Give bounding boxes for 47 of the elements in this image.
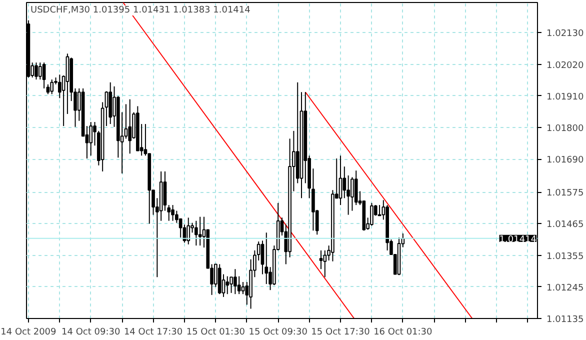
y-tick-label: 1.01245 <box>546 283 584 294</box>
candlestick <box>198 216 202 246</box>
y-tick-label: 1.01690 <box>546 156 584 166</box>
x-tick-label: 14 Oct 09:30 <box>62 328 120 338</box>
x-tick-label: 15 Oct 17:30 <box>311 328 370 338</box>
candlestick <box>186 217 190 245</box>
y-tick-label: 1.02020 <box>546 60 584 71</box>
y-tick-label: 1.02130 <box>546 29 584 40</box>
chart-title: USDCHF,M30 1.01395 1.01431 1.01383 1.01414 <box>30 6 251 16</box>
candlestick <box>104 90 108 127</box>
candlestick <box>230 276 233 294</box>
ref-line-label: 1.01414 <box>499 234 537 245</box>
candlestick <box>338 155 342 206</box>
candlestick <box>194 220 198 246</box>
candlestick <box>350 176 354 212</box>
candlestick <box>237 276 241 295</box>
candlestick <box>128 98 132 154</box>
y-tick-label: 1.01575 <box>546 188 584 199</box>
x-tick-label: 15 Oct 09:30 <box>248 328 308 338</box>
candlestick <box>34 62 38 80</box>
candlestick <box>38 62 42 80</box>
candlestick <box>260 240 264 275</box>
candlestick <box>319 250 323 270</box>
x-tick-label: 15 Oct 01:30 <box>186 328 246 338</box>
y-tick-label: 1.01465 <box>546 220 584 230</box>
candlestick <box>226 276 230 295</box>
candlestick <box>50 78 54 95</box>
y-tick-label: 1.01800 <box>546 124 584 134</box>
candlestick <box>342 166 346 199</box>
x-tick-label: 14 Oct 2009 <box>0 328 57 338</box>
candlestick <box>46 84 50 95</box>
candlestick <box>42 62 46 89</box>
candlestick <box>370 202 374 226</box>
candlestick <box>354 170 358 206</box>
candlestick <box>264 232 268 285</box>
candlestick <box>323 250 327 278</box>
candlestick <box>171 204 174 222</box>
candlestick <box>234 268 237 295</box>
y-tick-label: 1.01135 <box>546 315 584 325</box>
candlestick <box>163 170 167 212</box>
candlestick <box>89 122 93 156</box>
candlestick <box>124 104 128 140</box>
candlestick <box>241 282 245 295</box>
y-tick-label: 1.01355 <box>546 252 584 262</box>
x-tick-label: 16 Oct 01:30 <box>374 328 433 338</box>
x-tick-label: 14 Oct 17:30 <box>124 328 183 338</box>
y-tick-label: 1.01910 <box>546 92 584 102</box>
